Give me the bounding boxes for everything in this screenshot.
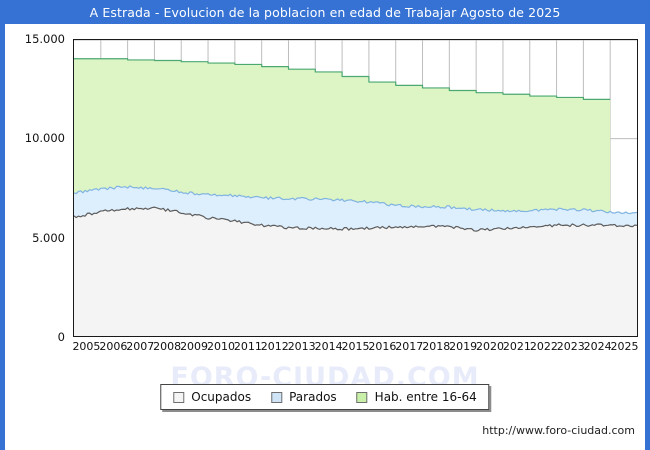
legend-item: Hab. entre 16-64 [356,390,477,404]
x-axis-tick-label: 2008 [153,340,182,353]
x-axis-tick-label: 2006 [99,340,128,353]
plot-area [73,39,638,337]
x-axis-tick-label: 2005 [72,340,101,353]
window-title-bar: A Estrada - Evolucion de la poblacion en… [5,0,645,24]
chart-container: 0 5.000 10.000 15.000 2005 2006 2007 2008 2009 2… [5,24,645,450]
x-axis-tick-label: 2021 [502,340,531,353]
legend-item: Parados [271,390,337,404]
chart-canvas [74,40,637,336]
source-url: http://www.foro-ciudad.com [482,424,635,437]
legend-swatch-icon [173,391,185,403]
x-axis-tick-label: 2007 [126,340,155,353]
x-axis-tick-label: 2018 [422,340,451,353]
x-axis-tick-label: 2024 [583,340,612,353]
legend-label: Parados [289,390,337,404]
x-axis-tick-label: 2010 [206,340,235,353]
x-axis-tick-label: 2017 [395,340,424,353]
x-axis: 2005 2006 2007 2008 2009 2010 2011 2012 2013 2014… [72,340,639,358]
x-axis-tick-label: 2014 [314,340,343,353]
x-axis-tick-label: 2015 [341,340,370,353]
x-axis-tick-label: 2025 [610,340,639,353]
legend-label: Hab. entre 16-64 [374,390,477,404]
x-axis-tick-label: 2012 [260,340,289,353]
x-axis-tick-label: 2011 [233,340,262,353]
x-axis-tick-label: 2020 [476,340,505,353]
y-axis-tick-label: 15.000 [24,32,65,46]
x-axis-tick-label: 2023 [556,340,585,353]
legend-swatch-icon [356,391,368,403]
legend-label: Ocupados [191,390,252,404]
x-axis-tick-label: 2013 [287,340,316,353]
x-axis-tick-label: 2009 [180,340,209,353]
y-axis-tick-label: 0 [57,330,65,344]
x-axis-tick-label: 2016 [368,340,397,353]
y-axis-tick-label: 10.000 [24,131,65,146]
y-axis-tick-label: 5.000 [32,230,65,245]
y-axis: 0 5.000 10.000 15.000 [5,32,69,344]
legend-item: Ocupados [173,390,251,404]
page-title: A Estrada - Evolucion de la poblacion en… [89,4,561,20]
x-axis-tick-label: 2019 [449,340,478,353]
chart-legend: Ocupados Parados Hab. entre 16-64 [160,384,490,410]
legend-swatch-icon [271,391,283,403]
x-axis-tick-label: 2022 [529,340,558,353]
